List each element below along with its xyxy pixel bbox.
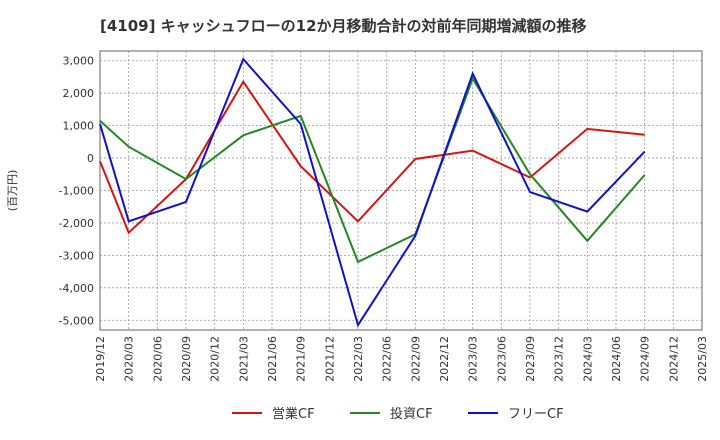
series-line-2 [99, 57, 646, 328]
x-tick-label: 2024/06 [610, 336, 623, 382]
x-tick-label: 2022/12 [438, 336, 451, 382]
x-tick-label: 2023/12 [553, 336, 566, 382]
x-tick-label: 2022/06 [381, 336, 394, 382]
series-line-1 [99, 76, 646, 264]
y-tick-label: 2,000 [63, 87, 95, 100]
x-tick-label: 2023/03 [467, 336, 480, 382]
y-tick-label: 0 [87, 152, 94, 165]
x-tick-label: 2023/06 [495, 336, 508, 382]
x-tick-label: 2020/03 [123, 336, 136, 382]
x-tick-label: 2023/09 [524, 336, 537, 382]
legend-label-1: 投資CF [390, 406, 433, 422]
x-tick-label: 2021/09 [295, 336, 308, 382]
x-tick-label: 2022/09 [409, 336, 422, 382]
chart-title: [4109] キャッシュフローの12か月移動合計の対前年同期増減額の推移 [100, 17, 587, 35]
grid [100, 51, 702, 330]
y-tick-label: -5,000 [59, 314, 94, 327]
y-axis-label: (百万円) [6, 170, 19, 212]
y-tick-label: -1,000 [59, 185, 94, 198]
y-axis-ticks: 3,000 2,000 1,000 0 -1,000 -2,000 -3,000 -4,000… [59, 55, 94, 328]
x-axis-ticks: 2019/12 2020/03 2020/06 2020/09 2020/12 2021/… [94, 336, 709, 382]
plot-frame [99, 50, 703, 331]
x-tick-label: 2020/12 [209, 336, 222, 382]
x-tick-label: 2024/12 [667, 336, 680, 382]
x-tick-label: 2025/03 [696, 336, 709, 382]
y-tick-label: -4,000 [59, 282, 94, 295]
y-tick-label: -2,000 [59, 217, 94, 230]
y-tick-label: 1,000 [63, 120, 95, 133]
x-tick-label: 2021/06 [266, 336, 279, 382]
x-tick-label: 2021/03 [237, 336, 250, 382]
y-tick-label: 3,000 [63, 55, 95, 68]
legend-label-0: 営業CF [272, 406, 315, 422]
x-tick-label: 2024/09 [639, 336, 652, 382]
x-tick-label: 2020/09 [180, 336, 193, 382]
x-tick-label: 2021/12 [323, 336, 336, 382]
x-tick-label: 2019/12 [94, 336, 107, 382]
legend-label-2: フリーCF [508, 407, 564, 422]
legend: 営業CF 投資CF フリーCF [232, 406, 564, 422]
x-tick-label: 2022/03 [352, 336, 365, 382]
y-tick-label: -3,000 [59, 249, 94, 262]
series-lines [99, 57, 646, 328]
x-tick-label: 2024/03 [581, 336, 594, 382]
series-line-0 [99, 79, 645, 235]
x-tick-label: 2020/06 [151, 336, 164, 382]
